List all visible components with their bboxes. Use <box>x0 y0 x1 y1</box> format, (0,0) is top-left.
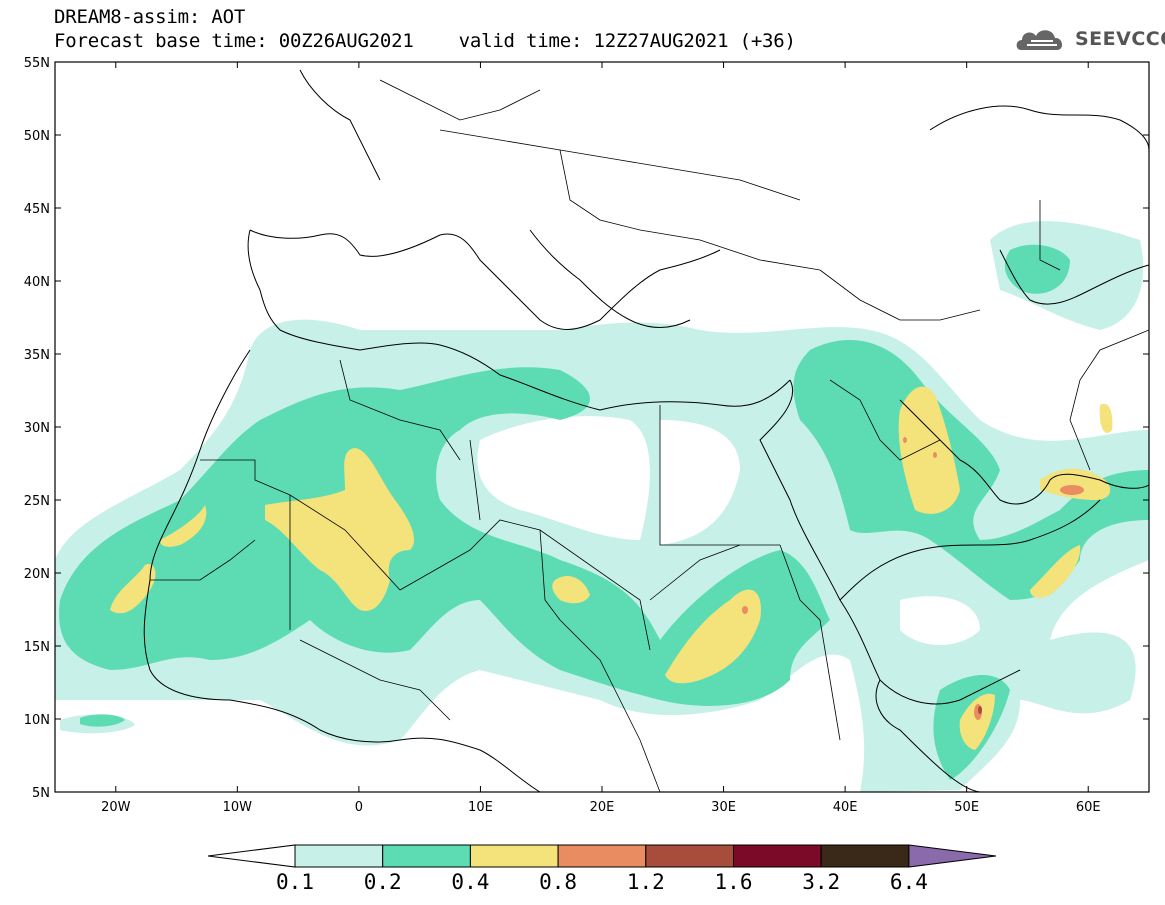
lon-tick-label: 20E <box>590 800 615 815</box>
map-title: DREAM8-assim: AOT <box>54 6 246 28</box>
borders <box>150 79 1149 792</box>
forecast-time-subtitle: Forecast base time: 00Z26AUG2021 valid t… <box>54 30 796 52</box>
colorbar-label: 1.2 <box>626 870 665 894</box>
lat-tick-label: 35N <box>24 348 50 363</box>
colorbar-label: 3.2 <box>802 870 841 894</box>
lat-tick-label: 30N <box>24 421 50 436</box>
lat-tick-label: 55N <box>24 56 50 71</box>
lat-tick-label: 15N <box>24 640 50 655</box>
colorbar-swatch <box>733 844 822 868</box>
coastlines <box>143 69 1149 792</box>
lon-tick-label: 20W <box>101 800 131 815</box>
lat-tick-label: 20N <box>24 567 50 582</box>
colorbar-label: 0.2 <box>363 870 402 894</box>
colorbar-swatch <box>645 844 734 868</box>
colorbar-label: 1.6 <box>714 870 753 894</box>
cloud-icon <box>1016 30 1063 50</box>
logo-text: SEEVCCC <box>1075 28 1165 50</box>
lat-tick-label: 40N <box>24 275 50 290</box>
colorbar-label: 0.8 <box>539 870 578 894</box>
colorbar-swatch <box>557 844 647 868</box>
lon-tick-label: 60E <box>1076 800 1101 815</box>
colorbar-swatch <box>382 844 471 868</box>
colorbar-label: 0.4 <box>451 870 490 894</box>
lat-tick-label: 45N <box>24 202 50 217</box>
lon-tick-label: 10W <box>223 800 253 815</box>
lon-tick-label: 50E <box>954 800 979 815</box>
colorbar-swatch <box>469 844 559 868</box>
colorbar-low-arrow <box>207 844 296 868</box>
lon-tick-label: 30E <box>711 800 736 815</box>
colorbar <box>207 844 996 868</box>
lat-tick-label: 50N <box>24 129 50 144</box>
lon-tick-label: 40E <box>833 800 858 815</box>
lon-axis: 20W 10W 0 10E 20E 30E 40E 50E 60E <box>101 62 1101 815</box>
lat-axis: 55N 50N 45N 40N 35N 30N 25N 20N 15N 10N 5N <box>24 56 1149 801</box>
lat-tick-label: 10N <box>24 713 50 728</box>
colorbar-swatch <box>294 844 384 868</box>
colorbar-label: 6.4 <box>889 870 928 894</box>
lon-tick-label: 10E <box>468 800 493 815</box>
lat-tick-label: 25N <box>24 494 50 509</box>
colorbar-swatch <box>820 844 910 868</box>
colorbar-high-arrow <box>908 844 996 868</box>
colorbar-label: 0.1 <box>276 870 314 894</box>
lat-tick-label: 5N <box>32 786 50 801</box>
aot-contours <box>55 69 1149 792</box>
lon-tick-label: 0 <box>355 800 363 815</box>
